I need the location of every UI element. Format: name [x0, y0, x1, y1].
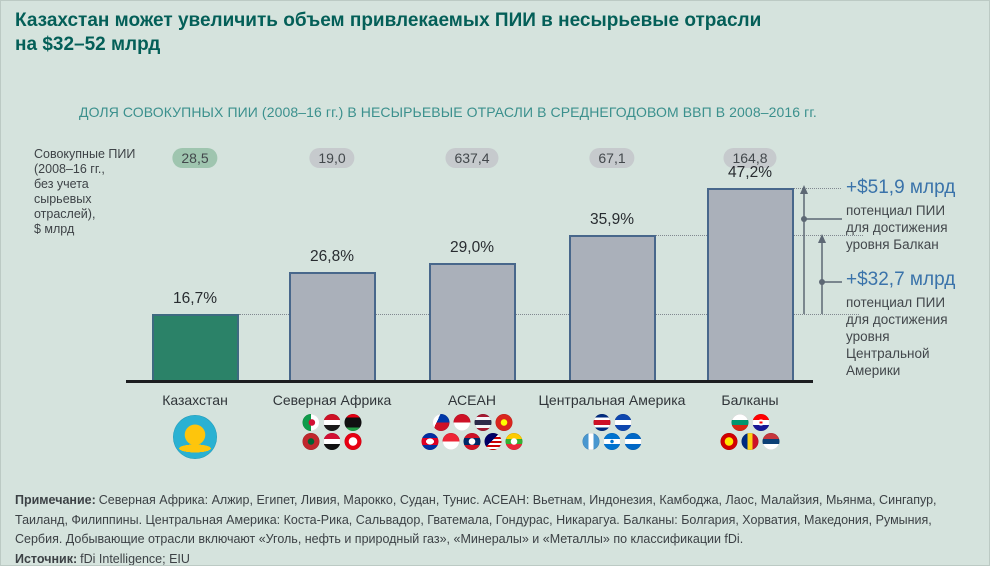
cumulative-fdi-pill-balkans: 164,8 [723, 148, 777, 168]
dotted-level-line-kazakhstan [239, 314, 859, 315]
annotation-text: потенциал ПИИ для достижения уровня Цент… [846, 295, 948, 378]
singapore-flag-icon [442, 433, 460, 450]
flag-row [720, 433, 780, 450]
philippines-flag-icon [432, 414, 449, 431]
footnote: Примечание: Северная Африка: Алжир, Египе… [15, 491, 973, 550]
bar-value-label-central-america: 35,9% [590, 211, 634, 228]
vietnam-flag-icon [495, 414, 512, 431]
annotation-value: +$32,7 млрд [846, 269, 956, 290]
flag-row [302, 433, 362, 450]
annotation-value: +$51,9 млрд [846, 177, 956, 198]
central-america-potential-arrow [818, 234, 842, 314]
bar-balkans [706, 188, 794, 382]
bar-central-america [568, 235, 656, 382]
malaysia-flag-icon [484, 433, 502, 450]
category-label-balkans: Балканы [721, 392, 779, 408]
cambodia-flag-icon [421, 433, 439, 450]
el-salvador-flag-icon [614, 414, 631, 431]
flag-row [421, 433, 523, 450]
macedonia-flag-icon [720, 433, 738, 450]
balkans-potential-arrow [800, 185, 842, 314]
source-label: Источник: [15, 551, 78, 566]
costa-rica-flag-icon [593, 414, 610, 431]
y-axis-label: Совокупные ПИИ (2008–16 гг., без учета с… [34, 147, 136, 236]
romania-flag-icon [741, 433, 759, 450]
cumulative-fdi-pill-central-america: 67,1 [589, 148, 635, 168]
flag-group-asean [421, 414, 523, 450]
myanmar-flag-icon [505, 433, 523, 450]
annotation-text: потенциал ПИИ для достижения уровня Балк… [846, 203, 948, 252]
category-label-central-america: Центральная Америка [538, 392, 686, 408]
x-axis-line [126, 380, 813, 383]
cumulative-fdi-pill-asean: 637,4 [445, 148, 499, 168]
cumulative-fdi-pill-north-africa: 19,0 [309, 148, 355, 168]
bar-asean [428, 263, 516, 382]
bulgaria-flag-icon [731, 414, 748, 431]
category-label-north-africa: Северная Африка [272, 392, 392, 408]
libya-flag-icon [344, 414, 362, 431]
egypt-flag-icon [323, 414, 341, 431]
page-title: Казахстан может увеличить объем привлека… [15, 10, 762, 55]
flag-row [582, 433, 642, 450]
flag-group-kazakhstan [173, 415, 217, 459]
serbia-flag-icon [762, 433, 780, 450]
cumulative-fdi-pill-kazakhstan: 28,5 [172, 148, 218, 168]
category-label-kazakhstan: Казахстан [162, 392, 228, 408]
flag-row [432, 414, 512, 431]
source-text: fDi Intelligence; EIU [80, 551, 190, 566]
bar-kazakhstan [151, 314, 239, 382]
bar-value-label-asean: 29,0% [450, 239, 494, 256]
flag-row [593, 414, 631, 431]
laos-flag-icon [463, 433, 481, 450]
guatemala-flag-icon [582, 433, 600, 450]
flag-group-balkans [720, 414, 780, 450]
nicaragua-flag-icon [624, 433, 642, 450]
flag-group-central-america [582, 414, 642, 450]
indonesia-flag-icon [453, 414, 470, 431]
chart-title: ДОЛЯ СОВОКУПНЫХ ПИИ (2008–16 гг.) В НЕСЫ… [79, 104, 817, 120]
thailand-flag-icon [474, 414, 491, 431]
bar-value-label-kazakhstan: 16,7% [173, 290, 217, 307]
sudan-flag-icon [323, 433, 341, 450]
flag-group-north-africa [302, 414, 362, 450]
flag-row [173, 415, 217, 459]
dotted-level-line-balkans [794, 188, 841, 189]
annotation-central-america-potential: +$32,7 млрд потенциал ПИИ для достижения… [846, 269, 988, 379]
algeria-flag-icon [302, 414, 320, 431]
morocco-flag-icon [302, 433, 320, 450]
footnote-text: Северная Африка: Алжир, Египет, Ливия, М… [15, 493, 937, 546]
flag-row [731, 414, 769, 431]
footer: Примечание: Северная Африка: Алжир, Египе… [15, 491, 973, 566]
kazakhstan-flag-icon [173, 415, 217, 459]
bar-value-label-balkans: 47,2% [728, 164, 772, 181]
category-label-asean: АСЕАН [448, 392, 496, 408]
bar-value-label-north-africa: 26,8% [310, 248, 354, 265]
flag-row [302, 414, 362, 431]
tunisia-flag-icon [344, 433, 362, 450]
croatia-flag-icon [752, 414, 769, 431]
source-line: Источник: fDi Intelligence; EIU [15, 550, 973, 566]
bar-north-africa [288, 272, 376, 382]
footnote-label: Примечание: [15, 493, 96, 507]
honduras-flag-icon [603, 433, 621, 450]
annotation-balkans-potential: +$51,9 млрд потенциал ПИИ для достижения… [846, 177, 988, 253]
